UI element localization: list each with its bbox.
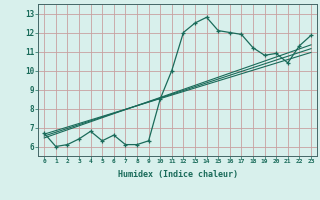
X-axis label: Humidex (Indice chaleur): Humidex (Indice chaleur) — [118, 170, 238, 179]
